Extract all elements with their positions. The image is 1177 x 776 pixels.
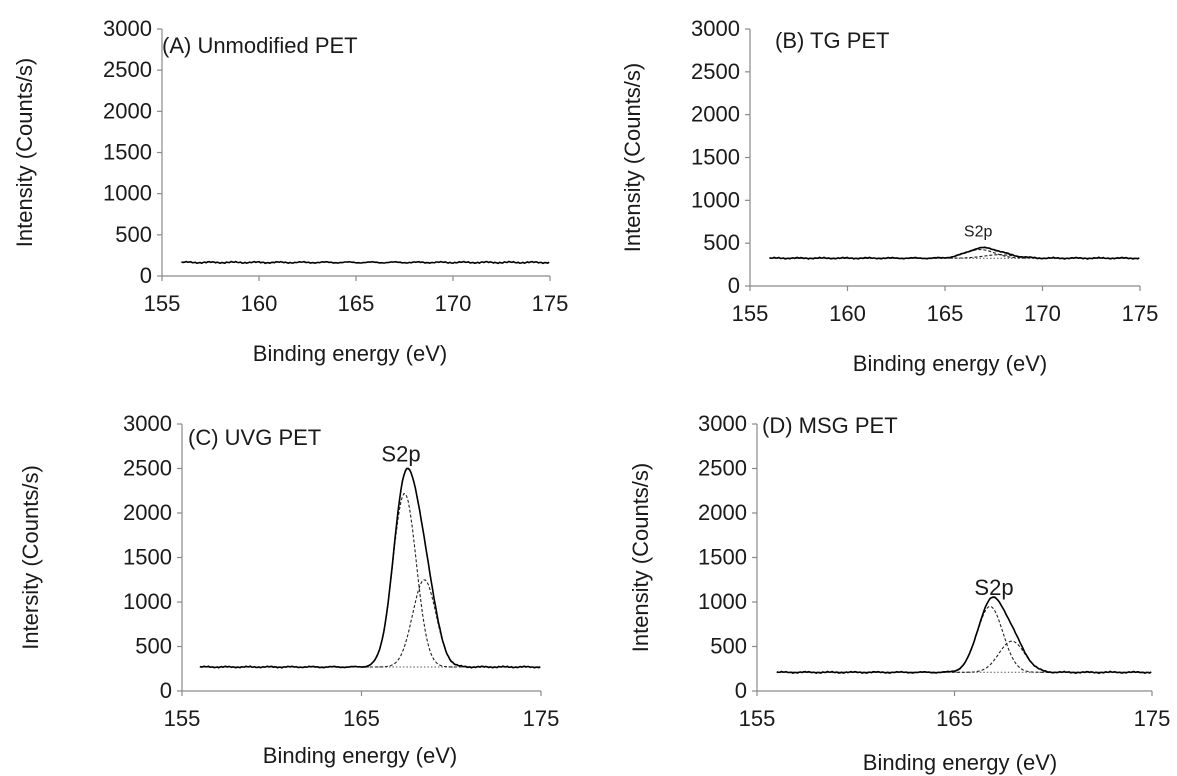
y-tick-label: 500 — [115, 222, 152, 247]
y-tick-label: 3000 — [103, 16, 152, 41]
y-tick-label: 0 — [728, 273, 740, 298]
y-tick-label: 2500 — [698, 456, 747, 481]
y-tick-label: 2500 — [103, 57, 152, 82]
y-tick-label: 500 — [135, 634, 172, 659]
chart-panel-c: 0 500 1000 1500 2000 2500 3000 155 165 175 Binding… — [18, 411, 559, 768]
x-tick-label: 160 — [241, 291, 278, 316]
panel-title: (D) MSG PET — [762, 413, 898, 438]
x-tick-label: 165 — [936, 706, 973, 731]
x-tick-label: 170 — [1024, 301, 1061, 326]
x-tick-label: 160 — [829, 301, 866, 326]
chart-panel-a: 0 500 1000 1500 2000 2500 3000 155 160 165 170 175 B… — [12, 16, 568, 366]
peak-annotation-label: S2p — [381, 441, 420, 466]
chart-panel-b: 0 500 1000 1500 2000 2500 3000 155 160 165 170 175 B… — [620, 16, 1158, 376]
x-axis-label: Binding energy (eV) — [263, 743, 457, 768]
x-axis-label: Binding energy (eV) — [863, 750, 1057, 775]
x-tick-label: 165 — [338, 291, 375, 316]
measured-spectrum-line — [181, 260, 550, 265]
y-tick-label: 1500 — [103, 140, 152, 165]
y-tick-label: 0 — [160, 678, 172, 703]
x-tick-label: 175 — [1134, 706, 1171, 731]
y-tick-label: 1000 — [698, 589, 747, 614]
fit-component-1-line — [776, 605, 1152, 673]
x-tick-label: 155 — [739, 706, 776, 731]
panel-title: (B) TG PET — [775, 28, 890, 53]
y-tick-label: 2500 — [691, 59, 740, 84]
x-tick-label: 165 — [343, 706, 380, 731]
fit-component-2-line — [776, 640, 1152, 673]
y-tick-label: 1500 — [698, 545, 747, 570]
panel-title: (C) UVG PET — [188, 425, 321, 450]
peak-annotation-label: S2p — [974, 575, 1013, 600]
y-tick-label: 1500 — [691, 145, 740, 170]
y-axis-label: Intensity (Counts/s) — [12, 58, 37, 248]
y-tick-label: 2000 — [103, 98, 152, 123]
y-tick-label: 1000 — [103, 181, 152, 206]
x-tick-label: 155 — [164, 706, 201, 731]
y-tick-label: 2500 — [123, 456, 172, 481]
y-tick-label: 0 — [735, 678, 747, 703]
y-tick-label: 1500 — [123, 545, 172, 570]
y-tick-label: 1000 — [123, 589, 172, 614]
measured-spectrum-line — [769, 246, 1140, 260]
fit-envelope-line — [776, 596, 1152, 673]
measured-spectrum-line — [199, 467, 541, 669]
y-tick-label: 2000 — [691, 102, 740, 127]
x-tick-label: 175 — [532, 291, 569, 316]
x-tick-label: 155 — [732, 301, 769, 326]
y-tick-label: 2000 — [123, 500, 172, 525]
chart-panel-d: 0 500 1000 1500 2000 2500 3000 155 165 175 Binding… — [628, 411, 1170, 775]
x-axis-label: Binding energy (eV) — [853, 351, 1047, 376]
y-axis-label: Intensity (Counts/s) — [628, 463, 653, 653]
x-tick-label: 165 — [927, 301, 964, 326]
peak-annotation-label: S2p — [964, 223, 993, 240]
y-tick-label: 3000 — [123, 411, 172, 436]
y-tick-label: 1000 — [691, 187, 740, 212]
x-tick-label: 175 — [523, 706, 560, 731]
y-tick-label: 3000 — [691, 16, 740, 41]
fit-envelope-line — [199, 467, 541, 668]
fit-component-2-line — [199, 579, 541, 668]
x-tick-label: 170 — [435, 291, 472, 316]
fit-component-1-line — [199, 493, 541, 668]
measured-spectrum-line — [776, 596, 1152, 675]
y-axis-label: Intensity (Counts/s) — [620, 63, 645, 253]
panel-title: (A) Unmodified PET — [162, 33, 358, 58]
x-axis-label: Binding energy (eV) — [253, 341, 447, 366]
y-tick-label: 0 — [140, 263, 152, 288]
y-axis-label: Intersity (Counts/s) — [18, 465, 43, 650]
y-tick-label: 3000 — [698, 411, 747, 436]
y-tick-label: 2000 — [698, 500, 747, 525]
y-tick-label: 500 — [703, 230, 740, 255]
x-tick-label: 175 — [1122, 301, 1159, 326]
x-tick-label: 155 — [144, 291, 181, 316]
y-tick-label: 500 — [710, 634, 747, 659]
